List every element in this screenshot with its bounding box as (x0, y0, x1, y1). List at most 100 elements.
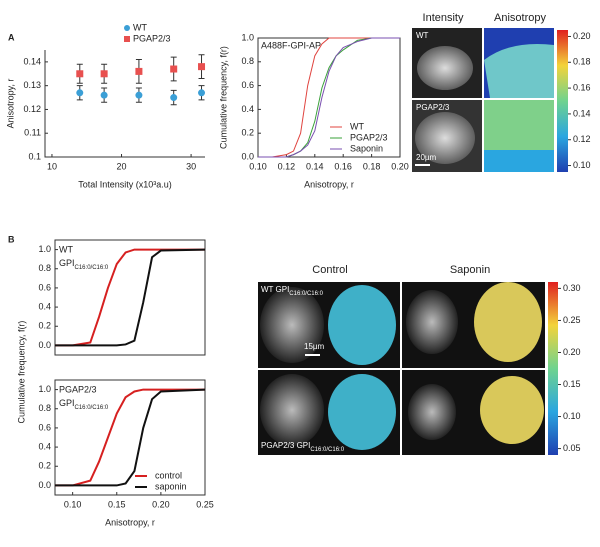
line (55, 388, 205, 487)
y-tick-label: 0.2 (241, 128, 254, 138)
colorbar-tick-label: 0.15 (563, 379, 581, 389)
cell (480, 376, 544, 444)
x-tick-label: 30 (186, 161, 196, 171)
annotation: GPIC16:0/C16:0 (59, 258, 109, 270)
x-tick-label: 0.14 (306, 161, 324, 171)
row-label-sub: C16:0/C16:0 (310, 447, 344, 453)
line (55, 248, 206, 347)
y-axis-label: Anisotropy, r (5, 79, 15, 129)
y-tick-label: 0.13 (23, 80, 41, 90)
colorbar-tick-label: 0.12 (573, 134, 591, 144)
y-tick-label: 0.12 (23, 104, 41, 114)
y-tick-label: 1.0 (38, 244, 51, 254)
point (170, 94, 178, 102)
x-tick-label: 0.16 (334, 161, 352, 171)
row-label-main: WT GPI (261, 285, 289, 294)
cell (406, 290, 458, 354)
annotation-main: GPI (59, 258, 75, 268)
legend-marker (124, 25, 130, 31)
row-label: WT (416, 31, 429, 40)
scale-label: 20µm (416, 153, 437, 162)
point (198, 63, 206, 71)
point (170, 65, 178, 73)
point (76, 89, 84, 97)
column-header: Control (312, 264, 347, 276)
row-label: WT GPIC16:0/C16:0 (261, 285, 324, 296)
legend-label: control (155, 470, 182, 480)
row-label: PGAP2/3 (416, 103, 450, 112)
y-tick-label: 0.8 (241, 56, 254, 66)
colorbar-tick-label: 0.16 (573, 82, 591, 92)
legend-label: PGAP2/3 (133, 33, 171, 43)
y-axis-label: Cumulative frequency, f(r) (218, 46, 228, 149)
colorbar-tick-label: 0.14 (573, 108, 591, 118)
colorbar-tick-label: 0.10 (573, 160, 591, 170)
colorbar-tick-label: 0.10 (563, 411, 581, 421)
x-tick-label: 0.10 (249, 161, 267, 171)
x-tick-label: 0.10 (64, 499, 82, 509)
y-tick-label: 0.0 (38, 340, 51, 350)
annotation: GPIC16:0/C16:0 (59, 398, 109, 410)
colorbar-tick-label: 0.25 (563, 315, 581, 325)
x-tick-label: 0.20 (152, 499, 170, 509)
plot-frame (54, 239, 206, 356)
cell (417, 46, 473, 90)
y-axis-label: Cumulative frequency, f(r) (16, 321, 26, 424)
y-tick-label: 0.6 (38, 282, 51, 292)
y-tick-label: 0.4 (38, 301, 51, 311)
y-tick-label: 0.0 (38, 480, 51, 490)
y-tick-label: 0.8 (38, 403, 51, 413)
x-axis-label: Anisotropy, r (304, 179, 354, 189)
y-tick-label: 0.6 (38, 422, 51, 432)
line (258, 37, 400, 158)
point (100, 70, 108, 78)
x-tick-label: 10 (47, 161, 57, 171)
row-label-sub: C16:0/C16:0 (289, 291, 323, 297)
annotation-sub: C16:0/C16:0 (75, 405, 109, 411)
cell (260, 287, 324, 363)
cell (328, 374, 396, 450)
column-header: Saponin (450, 264, 490, 276)
annotation: WT (59, 244, 73, 254)
image-panel-b: Control Saponin WT GPIC16:0/C16:0 PGAP2/… (258, 264, 558, 455)
point (198, 89, 206, 97)
legend-label: saponin (155, 481, 187, 491)
line (55, 248, 205, 347)
x-tick-label: 0.15 (108, 499, 126, 509)
annotation: A488F-GPI-AP (261, 40, 321, 50)
point (135, 67, 143, 75)
y-tick-label: 0.8 (38, 263, 51, 273)
colorbar-tick-label: 0.18 (573, 57, 591, 67)
legend-label: WT (133, 22, 147, 32)
colorbar (548, 282, 558, 455)
column-header: Intensity (423, 12, 464, 24)
y-tick-label: 0.6 (241, 80, 254, 90)
x-tick-label: 0.20 (391, 161, 409, 171)
legend-label: WT (350, 121, 364, 131)
colorbar-tick-label: 0.30 (563, 283, 581, 293)
y-tick-label: 0.2 (38, 321, 51, 331)
column-header: Anisotropy (494, 12, 546, 24)
image-panel-a: Intensity Anisotropy WT PGAP2/3 20µm (412, 12, 568, 172)
y-tick-label: 0.14 (23, 56, 41, 66)
legend-label: PGAP2/3 (350, 132, 388, 142)
x-axis-label: Total Intensity (x10³a.u) (78, 179, 172, 189)
line (55, 388, 206, 487)
y-tick-label: 0.1 (28, 151, 41, 161)
cell (328, 285, 396, 365)
x-tick-label: 0.12 (278, 161, 296, 171)
y-tick-label: 0.2 (38, 461, 51, 471)
colorbar-tick-label: 0.05 (563, 443, 581, 453)
x-tick-label: 0.18 (363, 161, 381, 171)
y-tick-label: 0.4 (241, 104, 254, 114)
cell (484, 44, 554, 98)
point (100, 91, 108, 99)
colorbar (557, 30, 568, 172)
cell (415, 112, 475, 164)
x-tick-label: 0.25 (196, 499, 214, 509)
y-tick-label: 1.0 (241, 32, 254, 42)
y-tick-label: 0.11 (24, 128, 41, 138)
colorbar-tick-label: 0.20 (573, 31, 591, 41)
panel-letter: A (8, 32, 15, 42)
